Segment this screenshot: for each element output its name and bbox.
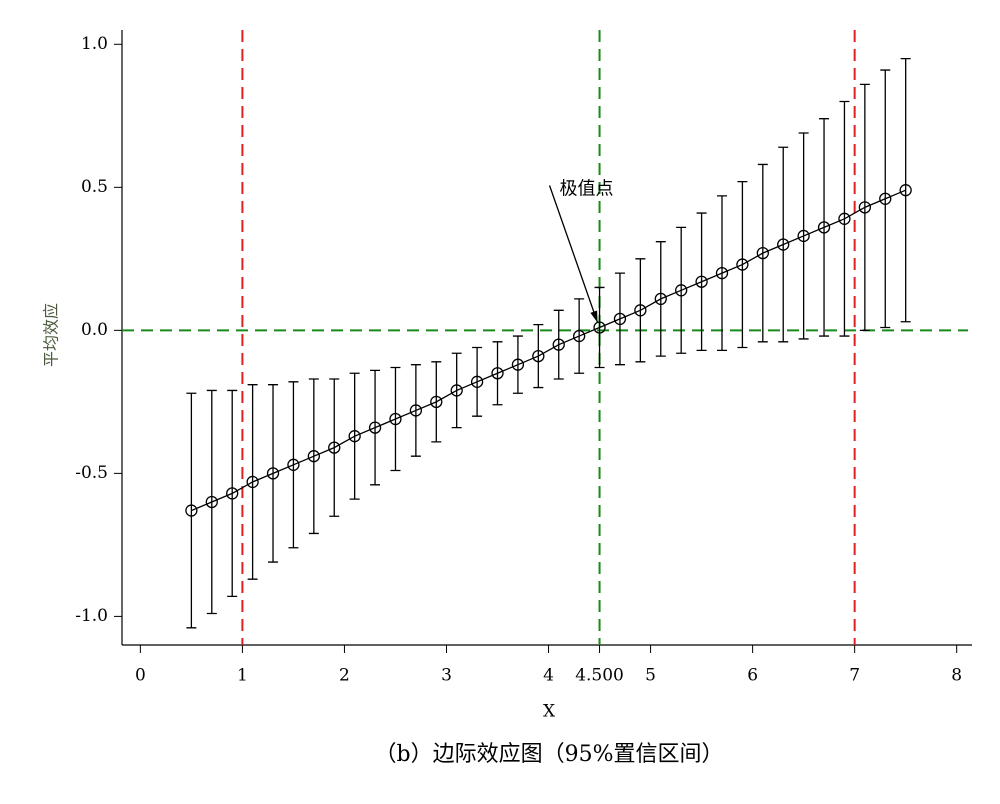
marker	[470, 375, 484, 388]
x-tick-label: 7	[849, 666, 860, 686]
y-tick-label: 0.0	[81, 320, 108, 340]
marker	[695, 275, 708, 288]
x-tick-label: 3	[441, 666, 452, 686]
marker	[266, 467, 280, 480]
marker	[552, 338, 565, 351]
marker	[593, 321, 606, 334]
marker	[409, 404, 423, 417]
marker	[777, 238, 790, 251]
x-tick-label: 4.500	[575, 666, 624, 686]
marker	[430, 395, 443, 409]
marker	[348, 430, 361, 443]
x-tick-label: 8	[951, 666, 962, 686]
marker	[226, 487, 239, 500]
marker	[715, 266, 729, 280]
y-axis-label: 平均效应	[42, 303, 61, 367]
error-bar	[186, 392, 197, 629]
marker	[838, 212, 851, 225]
x-tick-label: 5	[645, 666, 656, 686]
x-tick-label: 4	[543, 666, 554, 686]
x-tick-label: 6	[747, 666, 758, 686]
line	[191, 189, 906, 512]
marker	[634, 304, 647, 317]
marker	[511, 358, 525, 371]
y-tick-label: -1.0	[75, 606, 108, 626]
marker	[613, 312, 627, 326]
marker	[205, 495, 218, 509]
annotation: 极值点	[560, 178, 614, 199]
marker	[307, 450, 320, 463]
y-tick-label: 1.0	[81, 34, 108, 54]
marker	[756, 246, 769, 260]
marker	[817, 221, 831, 234]
x-tick-label: 1	[237, 666, 248, 686]
marker	[450, 384, 463, 397]
marker	[858, 201, 872, 214]
y-tick-label: 0.5	[81, 177, 108, 197]
marker	[797, 229, 810, 243]
marker	[879, 192, 892, 205]
y-tick-label: -0.5	[75, 463, 108, 483]
marker	[246, 475, 259, 489]
marker	[572, 329, 586, 343]
marker	[491, 367, 504, 380]
x-tick-label: 2	[339, 666, 350, 686]
caption: （b）边际效应图（95%置信区间）	[375, 742, 724, 767]
x-axis-label: X	[543, 702, 556, 722]
x-tick-label: 0	[135, 666, 146, 686]
marker	[389, 412, 402, 426]
marker	[185, 504, 198, 517]
marker	[368, 421, 382, 434]
marker	[675, 284, 688, 297]
marker	[654, 292, 667, 306]
annotation-arrow	[548, 185, 599, 323]
marker	[287, 458, 300, 471]
marker	[736, 258, 749, 271]
marker	[899, 184, 912, 197]
marker	[328, 441, 341, 454]
marker	[532, 349, 545, 363]
annotation-arrowhead	[590, 310, 598, 323]
